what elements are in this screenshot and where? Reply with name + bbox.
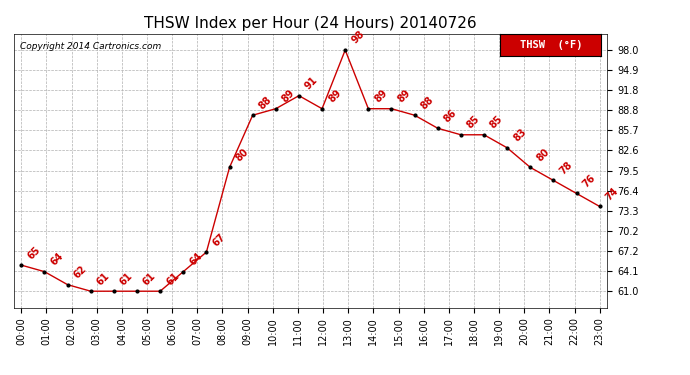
Text: 64: 64 [48, 251, 66, 267]
Text: 76: 76 [581, 172, 598, 189]
Text: 61: 61 [95, 270, 112, 287]
Text: 62: 62 [72, 264, 88, 280]
Text: 80: 80 [234, 147, 250, 163]
Text: 86: 86 [442, 107, 459, 124]
Text: 61: 61 [118, 270, 135, 287]
Text: 61: 61 [164, 270, 181, 287]
Text: 89: 89 [373, 88, 389, 105]
Title: THSW Index per Hour (24 Hours) 20140726: THSW Index per Hour (24 Hours) 20140726 [144, 16, 477, 31]
Text: 74: 74 [604, 186, 620, 202]
Text: 83: 83 [511, 127, 528, 144]
Text: 89: 89 [326, 88, 343, 105]
Text: 65: 65 [26, 244, 42, 261]
Text: 80: 80 [535, 147, 551, 163]
Text: 88: 88 [419, 94, 435, 111]
Text: 78: 78 [558, 159, 574, 176]
Text: 91: 91 [303, 75, 319, 92]
Text: 64: 64 [188, 251, 204, 267]
Text: 98: 98 [349, 29, 366, 46]
Text: 61: 61 [141, 270, 158, 287]
Text: 89: 89 [280, 88, 297, 105]
Text: 85: 85 [488, 114, 505, 130]
Text: 89: 89 [395, 88, 413, 105]
Text: 67: 67 [210, 231, 227, 248]
Text: 88: 88 [257, 94, 274, 111]
Text: 85: 85 [465, 114, 482, 130]
Text: Copyright 2014 Cartronics.com: Copyright 2014 Cartronics.com [20, 42, 161, 51]
